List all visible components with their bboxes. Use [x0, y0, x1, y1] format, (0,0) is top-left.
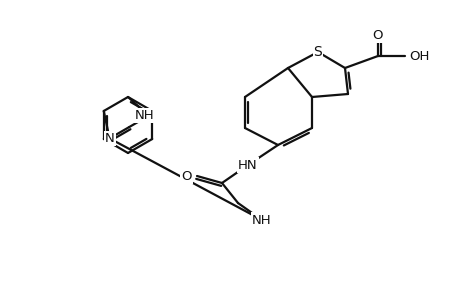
Text: NH: NH [134, 109, 154, 122]
Text: NH: NH [252, 214, 271, 226]
Text: O: O [181, 169, 191, 182]
Text: HN: HN [238, 158, 257, 172]
Text: N: N [105, 132, 114, 145]
Text: S: S [313, 45, 322, 59]
Text: OH: OH [408, 50, 428, 62]
Text: O: O [372, 28, 382, 41]
